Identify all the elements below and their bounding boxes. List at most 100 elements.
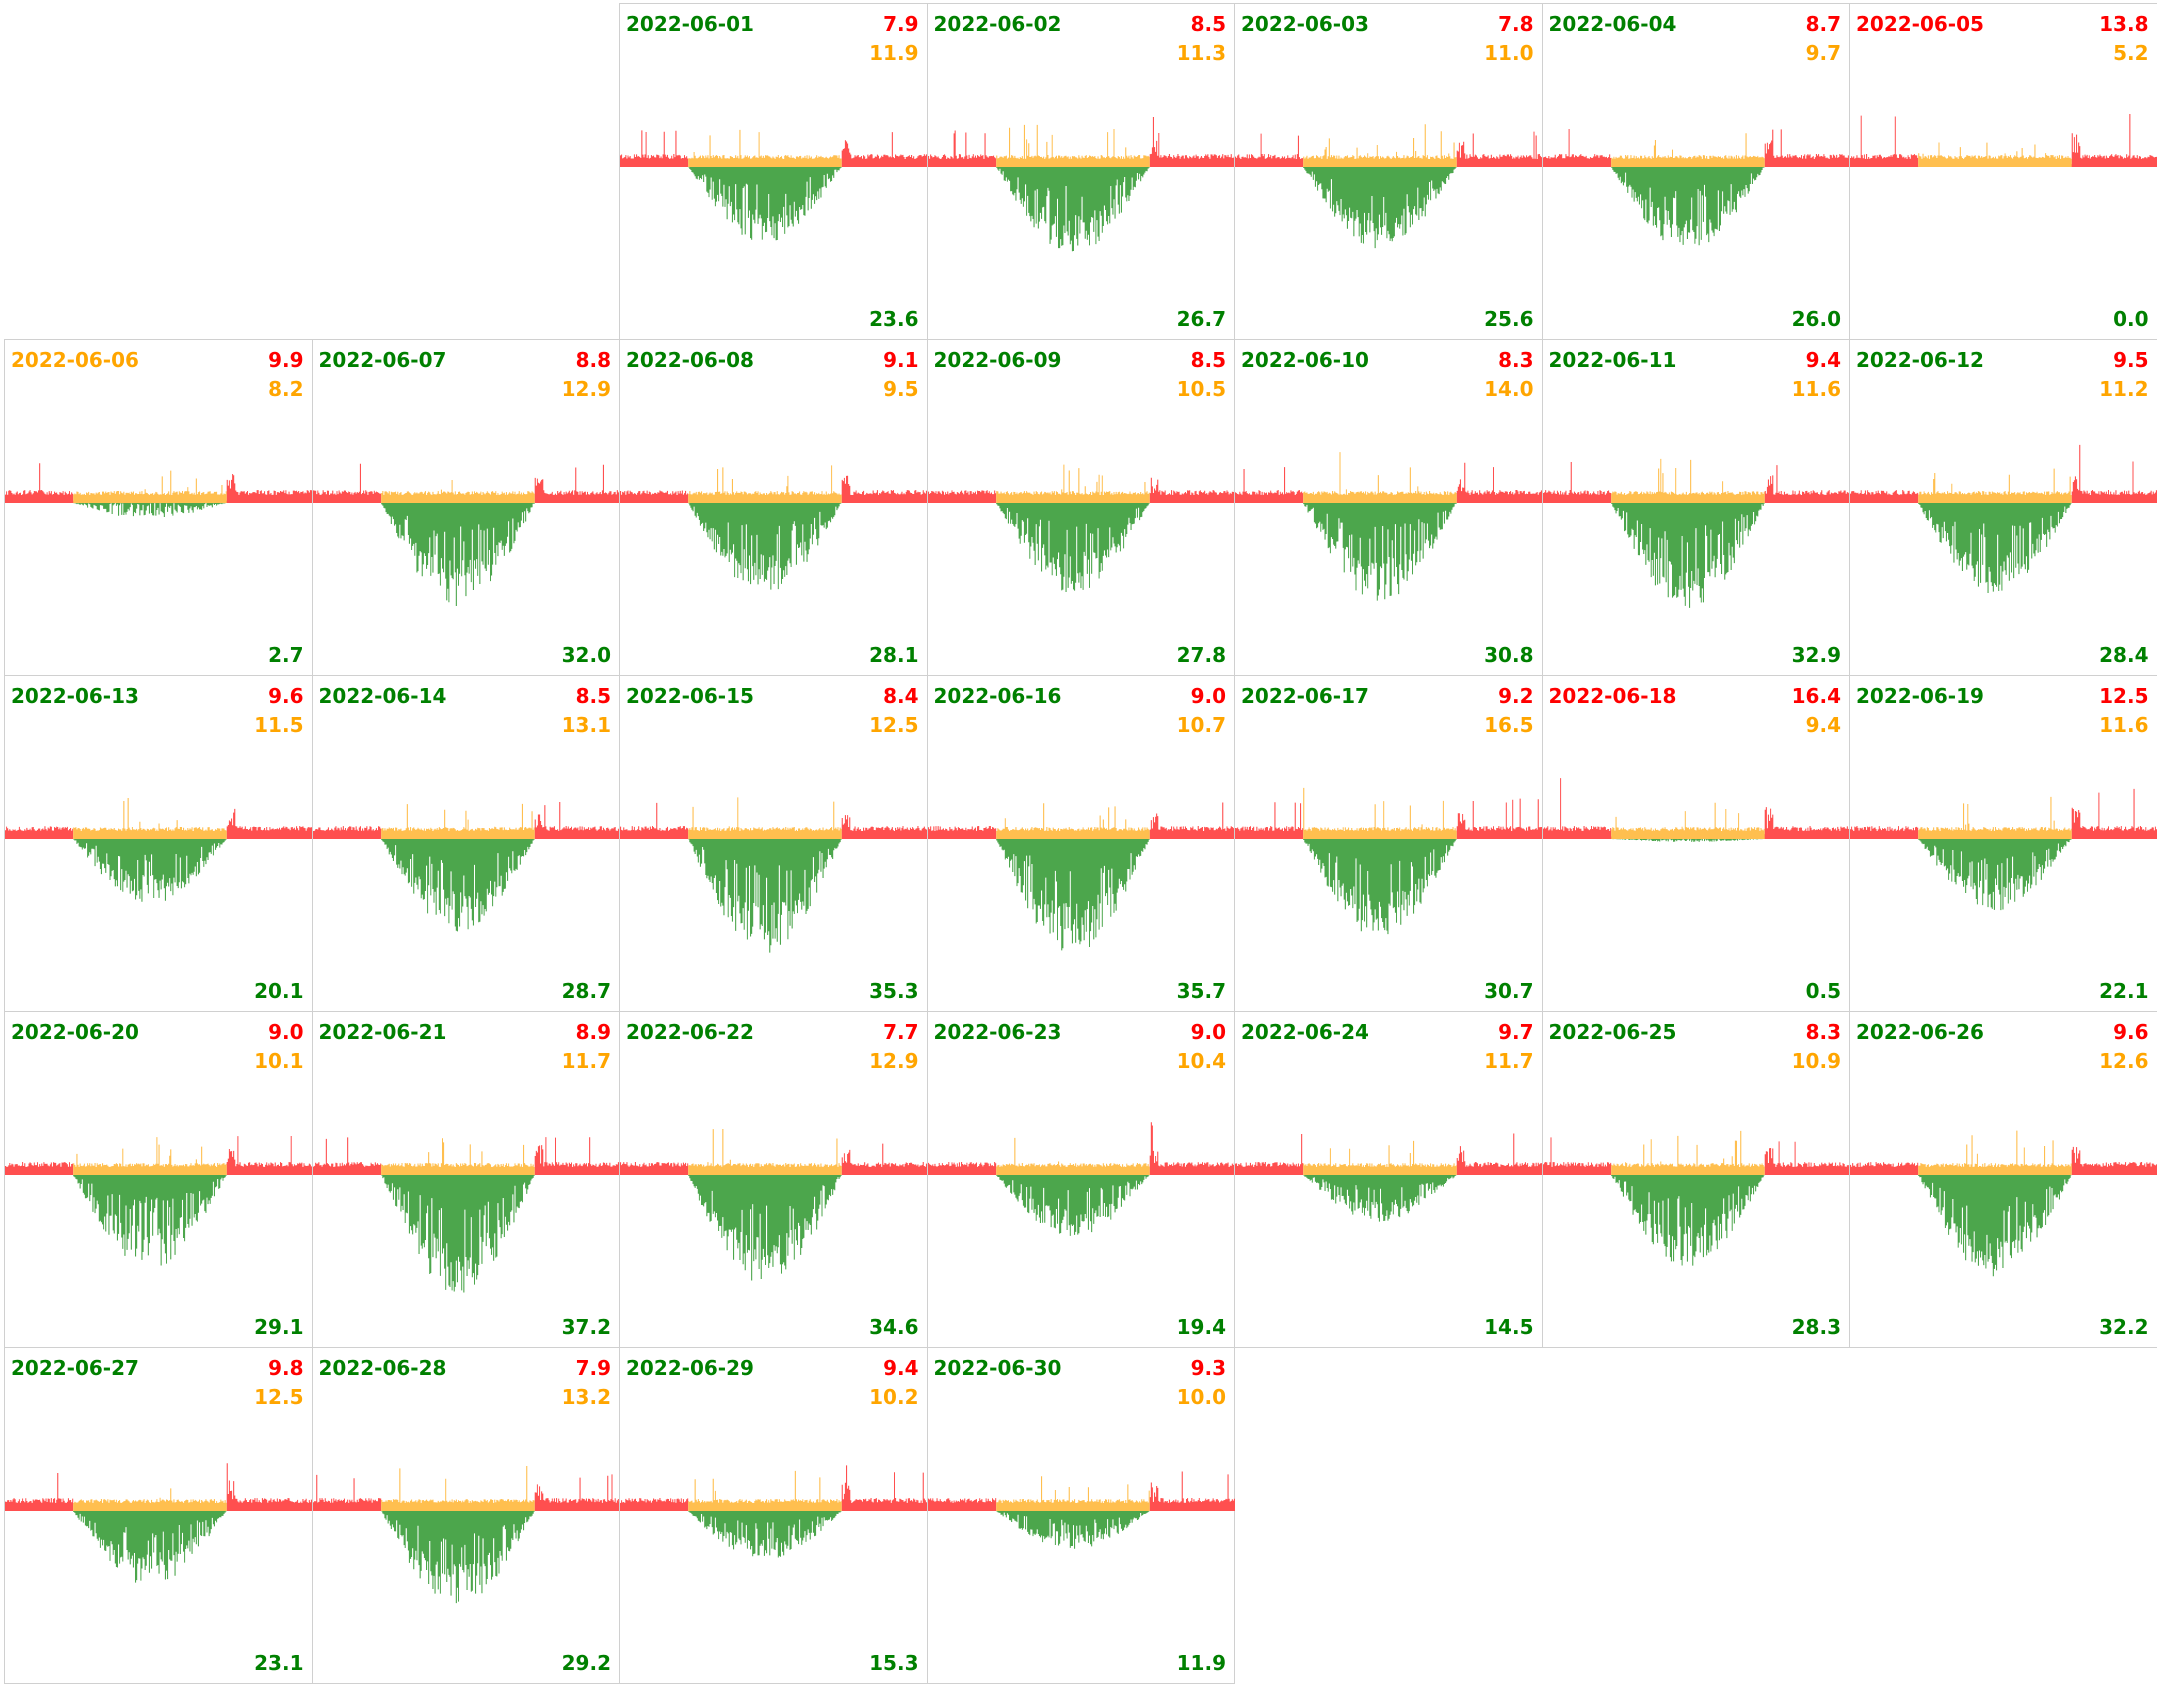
production-value: 26.7 — [1176, 307, 1226, 331]
production-value: 28.4 — [2099, 643, 2149, 667]
grid-import-value: 9.4 — [883, 1356, 919, 1380]
production-area — [1850, 839, 2157, 911]
production-value: 32.2 — [2099, 1315, 2149, 1339]
day-date: 2022-06-14 — [318, 684, 447, 708]
consumption-area — [1542, 462, 1850, 503]
production-area — [927, 1175, 1235, 1236]
grid-import-value: 9.1 — [883, 348, 919, 372]
self-use-area — [1850, 796, 2157, 839]
self-use-value: 12.9 — [869, 1049, 919, 1073]
grid-import-value: 9.0 — [1190, 684, 1226, 708]
production-area — [620, 1175, 927, 1281]
self-use-value: 16.5 — [1484, 713, 1534, 737]
consumption-area — [1235, 462, 1542, 503]
day-chart: 2022-06-26 9.6 12.6 32.2 — [1849, 1011, 2157, 1348]
production-value: 14.5 — [1484, 1315, 1534, 1339]
production-area — [1542, 503, 1850, 608]
self-use-value: 11.2 — [2099, 377, 2149, 401]
production-value: 28.1 — [869, 643, 919, 667]
self-use-value: 10.1 — [254, 1049, 304, 1073]
production-area — [1850, 503, 2157, 594]
day-chart: 2022-06-29 9.4 10.2 15.3 — [619, 1347, 928, 1684]
production-area — [1850, 1175, 2157, 1277]
production-area — [1542, 839, 1850, 842]
day-date: 2022-06-28 — [318, 1356, 447, 1380]
production-value: 22.1 — [2099, 979, 2149, 1003]
production-value: 28.7 — [561, 979, 611, 1003]
grid-import-value: 8.5 — [575, 684, 611, 708]
self-use-area — [5, 1488, 312, 1511]
self-use-area — [1850, 142, 2157, 167]
day-chart: 2022-06-15 8.4 12.5 35.3 — [619, 675, 928, 1012]
production-area — [1235, 839, 1542, 935]
production-value: 32.9 — [1791, 643, 1841, 667]
day-chart: 2022-06-23 9.0 10.4 19.4 — [926, 1011, 1235, 1348]
production-value: 37.2 — [561, 1315, 611, 1339]
self-use-area — [1850, 1130, 2157, 1175]
consumption-area — [5, 1463, 312, 1511]
day-chart: 2022-06-12 9.5 11.2 28.4 — [1849, 339, 2157, 676]
self-use-area — [620, 465, 927, 503]
day-date: 2022-06-29 — [626, 1356, 754, 1380]
day-date: 2022-06-03 — [1241, 12, 1369, 36]
day-chart: 2022-06-09 8.5 10.5 27.8 — [926, 339, 1235, 676]
consumption-area — [312, 802, 620, 839]
self-use-area — [1542, 458, 1850, 503]
day-date: 2022-06-08 — [626, 348, 754, 372]
grid-import-value: 8.3 — [1498, 348, 1534, 372]
production-value: 34.6 — [869, 1315, 919, 1339]
day-chart: 2022-06-11 9.4 11.6 32.9 — [1541, 339, 1850, 676]
production-area — [927, 503, 1235, 593]
day-chart: 2022-06-01 7.9 11.9 23.6 — [619, 3, 928, 340]
self-use-area — [1542, 802, 1850, 839]
production-value: 29.1 — [254, 1315, 304, 1339]
self-use-value: 10.7 — [1176, 713, 1226, 737]
day-date: 2022-06-07 — [318, 348, 447, 372]
day-date: 2022-06-04 — [1548, 12, 1677, 36]
day-date: 2022-06-21 — [318, 1020, 447, 1044]
consumption-area — [1235, 1133, 1542, 1175]
production-area — [312, 503, 620, 607]
production-area — [312, 1511, 620, 1604]
day-date: 2022-06-11 — [1548, 348, 1677, 372]
day-date: 2022-06-23 — [933, 1020, 1062, 1044]
self-use-area — [312, 803, 620, 839]
production-area — [1542, 167, 1850, 246]
day-date: 2022-06-27 — [11, 1356, 139, 1380]
self-use-area — [620, 1470, 927, 1511]
self-use-area — [312, 1466, 620, 1511]
self-use-value: 11.7 — [1484, 1049, 1534, 1073]
day-date: 2022-06-10 — [1241, 348, 1369, 372]
day-date: 2022-06-15 — [626, 684, 754, 708]
self-use-value: 10.5 — [1176, 377, 1226, 401]
day-chart: 2022-06-25 8.3 10.9 28.3 — [1541, 1011, 1850, 1348]
self-use-value: 11.6 — [2099, 713, 2149, 737]
production-value: 23.6 — [869, 307, 919, 331]
production-value: 27.8 — [1176, 643, 1226, 667]
grid-import-value: 12.5 — [2099, 684, 2149, 708]
production-value: 20.1 — [254, 979, 304, 1003]
self-use-area — [1235, 124, 1542, 167]
production-value: 28.3 — [1791, 1315, 1841, 1339]
day-chart: 2022-06-08 9.1 9.5 28.1 — [619, 339, 928, 676]
production-value: 11.9 — [1176, 1651, 1226, 1675]
self-use-value: 13.2 — [561, 1385, 611, 1409]
production-value: 23.1 — [254, 1651, 304, 1675]
self-use-value: 10.2 — [869, 1385, 919, 1409]
day-chart: 2022-06-10 8.3 14.0 30.8 — [1234, 339, 1543, 676]
daily-energy-grid: 2022-06-01 7.9 11.9 23.6 2022-06-02 8.5 11.3 26… — [4, 3, 2157, 1684]
self-use-value: 9.4 — [1805, 713, 1841, 737]
day-chart: 2022-06-21 8.9 11.7 37.2 — [311, 1011, 620, 1348]
day-chart: 2022-06-16 9.0 10.7 35.7 — [926, 675, 1235, 1012]
grid-import-value: 9.6 — [268, 684, 304, 708]
day-chart: 2022-06-22 7.7 12.9 34.6 — [619, 1011, 928, 1348]
production-value: 0.0 — [2113, 307, 2149, 331]
self-use-value: 11.3 — [1176, 41, 1226, 65]
day-chart: 2022-06-13 9.6 11.5 20.1 — [4, 675, 313, 1012]
grid-import-value: 16.4 — [1791, 684, 1841, 708]
self-use-value: 9.5 — [883, 377, 919, 401]
self-use-value: 14.0 — [1484, 377, 1534, 401]
self-use-area — [1542, 1130, 1850, 1175]
day-date: 2022-06-20 — [11, 1020, 139, 1044]
consumption-area — [620, 130, 927, 167]
